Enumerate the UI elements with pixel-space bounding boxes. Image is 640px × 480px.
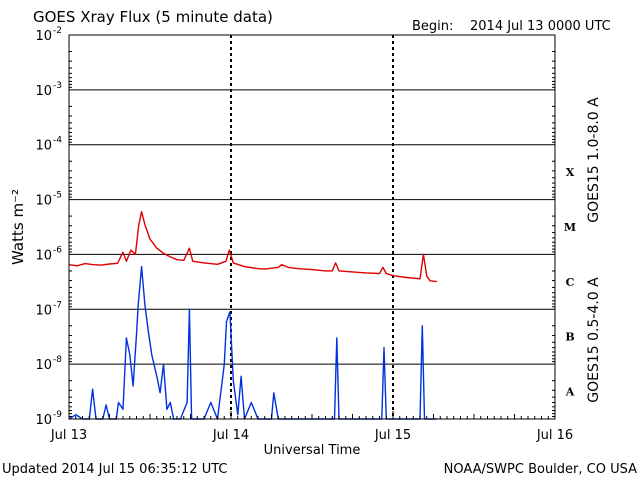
updated-timestamp: Updated 2014 Jul 15 06:35:12 UTC (2, 462, 227, 477)
y-axis-label: Watts m⁻² (9, 189, 27, 265)
flare-class-a: A (565, 386, 575, 399)
day-separators (230, 35, 394, 419)
credit-label: NOAA/SWPC Boulder, CO USA (444, 462, 637, 477)
y-axis-ticks: 10-210-310-410-510-610-710-810-9 (35, 26, 555, 428)
flare-class-labels: X M C B A (564, 166, 576, 398)
x-tick-label: Jul 14 (212, 428, 249, 443)
y-tick-label: 10 (35, 84, 52, 99)
plot-frame (68, 34, 556, 420)
series-line-short (68, 265, 437, 420)
y-tick-exponent: -4 (53, 136, 62, 146)
flare-class-b: B (565, 331, 574, 344)
y-tick-label: 10 (35, 248, 52, 263)
x-tick-label: Jul 15 (374, 428, 411, 443)
y-tick-exponent: -6 (53, 245, 62, 255)
x-tick-label: Jul 13 (50, 428, 87, 443)
x-axis-ticks: Jul 13 Jul 14 Jul 15 Jul 16 (50, 411, 573, 443)
y-tick-exponent: -8 (53, 355, 62, 365)
y-tick-exponent: -2 (53, 26, 62, 36)
y-tick-label: 10 (35, 194, 52, 209)
y-tick-label: 10 (35, 303, 52, 318)
series-line-long (68, 210, 437, 283)
flare-class-x: X (566, 166, 575, 179)
y-tick-exponent: -9 (53, 410, 62, 420)
flare-class-c: C (566, 276, 575, 289)
y-tick-label: 10 (35, 139, 52, 154)
y-tick-exponent: -3 (53, 81, 62, 91)
begin-value: 2014 Jul 13 0000 UTC (470, 19, 611, 34)
y-tick-label: 10 (35, 358, 52, 373)
x-tick-label: Jul 16 (536, 428, 573, 443)
y-tick-label: 10 (35, 29, 52, 44)
legend-short-channel: GOES15 0.5-4.0 A (586, 277, 602, 403)
x-axis-label: Universal Time (264, 443, 361, 458)
y-tick-label: 10 (35, 413, 52, 428)
chart-title: GOES Xray Flux (5 minute data) (33, 8, 273, 26)
begin-label: Begin: (412, 19, 453, 34)
grid-lines (69, 34, 555, 420)
flare-class-m: M (564, 221, 576, 234)
legend-long-channel: GOES15 1.0-8.0 A (586, 97, 602, 223)
y-tick-exponent: -7 (53, 300, 62, 310)
y-tick-exponent: -5 (53, 191, 62, 201)
series-lines (68, 210, 437, 420)
